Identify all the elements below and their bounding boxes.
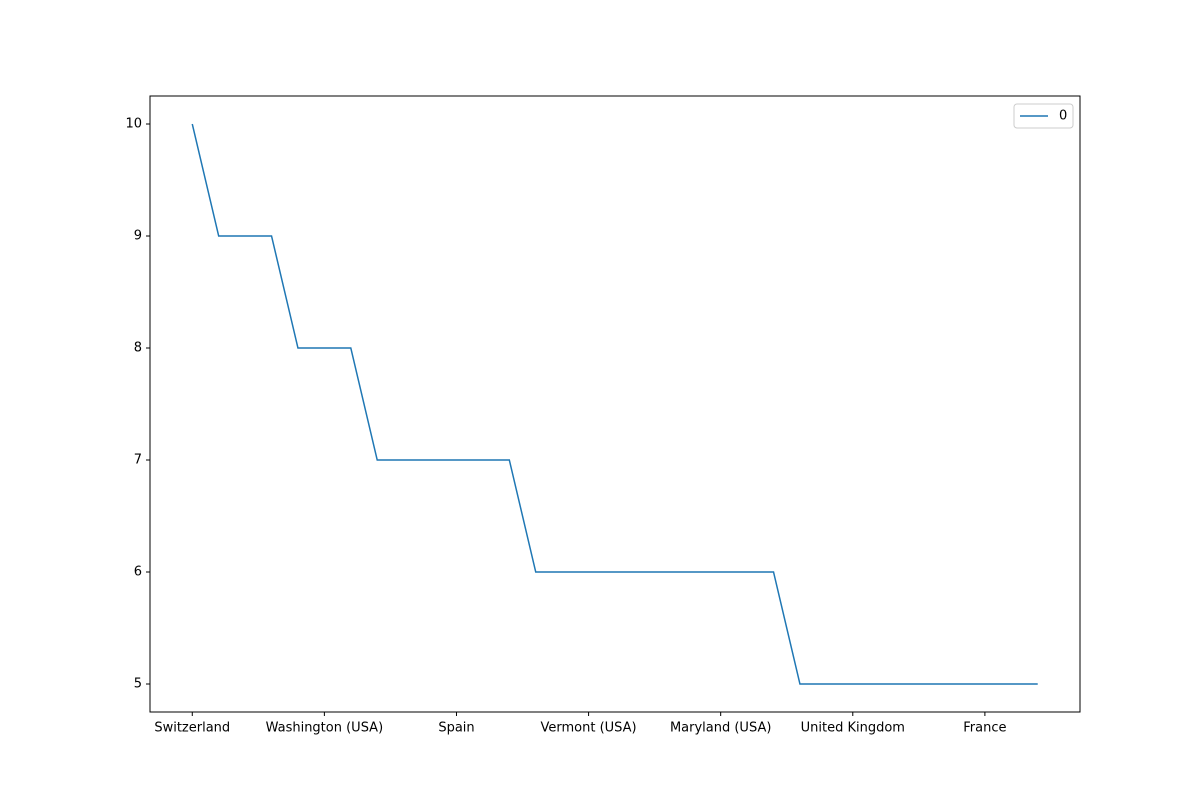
- plot-frame: [149, 95, 1081, 713]
- y-tick-label: 8: [134, 341, 142, 356]
- x-tick-label: Vermont (USA): [541, 721, 637, 736]
- data-line: [191, 123, 1038, 685]
- y-tick-label: 9: [134, 229, 142, 244]
- y-tick-label: 5: [134, 677, 142, 692]
- x-tick-label: Switzerland: [154, 721, 230, 736]
- x-tick-label: Spain: [438, 721, 474, 736]
- x-tick-label: Maryland (USA): [670, 721, 771, 736]
- y-tick-label: 6: [134, 565, 142, 580]
- y-tick-label: 7: [134, 453, 142, 468]
- x-tick-label: France: [963, 721, 1006, 736]
- x-tick-label: United Kingdom: [801, 721, 905, 736]
- legend-label: 0: [1059, 109, 1067, 124]
- x-tick-label: Washington (USA): [266, 721, 384, 736]
- y-tick-label: 10: [125, 117, 142, 132]
